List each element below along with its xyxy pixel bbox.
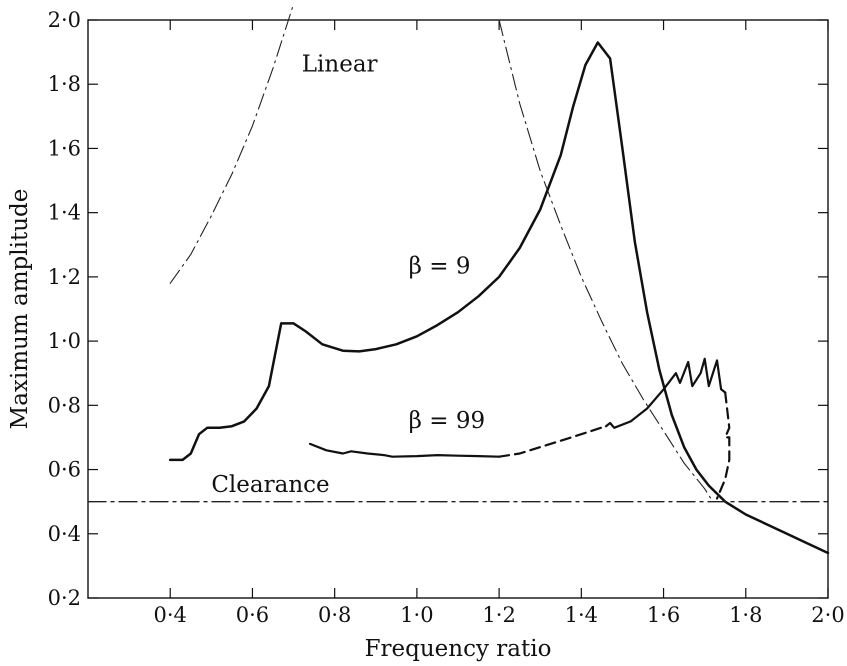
series-2-line-0 — [308, 442, 501, 458]
annotation-3: Clearance — [211, 472, 329, 498]
x-tick-label: 1·0 — [400, 603, 433, 627]
y-tick-label: 2·0 — [48, 8, 81, 32]
y-tick-label: 1·4 — [48, 201, 81, 225]
annotation-0: Linear — [302, 51, 378, 77]
annotation-2: β = 99 — [409, 408, 485, 434]
x-tick-label: 1·6 — [647, 603, 680, 627]
y-axis-label: Maximum amplitude — [7, 189, 33, 430]
y-tick-label: 1·2 — [48, 265, 81, 289]
series-2 — [308, 357, 731, 500]
plot-frame — [87, 19, 829, 599]
y-tick-label: 0·2 — [48, 586, 81, 610]
x-tick-label: 2·0 — [811, 603, 844, 627]
x-axis-ticks: 0·4 0·6 0·8 1·0 1·2 1·4 1·6 1·8 2·0 — [154, 20, 845, 627]
series-1-line-0 — [168, 41, 830, 555]
series-2-line-3 — [715, 391, 731, 500]
series-0-line-0 — [169, 3, 295, 284]
y-tick-label: 0·8 — [48, 393, 81, 417]
x-tick-label: 1·8 — [729, 603, 762, 627]
x-tick-label: 0·8 — [318, 603, 351, 627]
annotations-layer: Linear β = 9 β = 99 Clearance — [211, 51, 485, 498]
annotation-1: β = 9 — [409, 254, 471, 280]
series-0-line-1 — [498, 19, 714, 503]
series-layer — [87, 3, 830, 555]
x-axis-label: Frequency ratio — [365, 636, 552, 662]
y-tick-label: 1·0 — [48, 329, 81, 353]
series-1 — [168, 41, 830, 555]
x-tick-label: 0·4 — [154, 603, 187, 627]
y-tick-label: 0·4 — [48, 522, 81, 546]
series-2-line-2 — [604, 357, 727, 429]
x-tick-label: 0·6 — [236, 603, 269, 627]
y-axis-ticks: 0·2 0·4 0·6 0·8 1·0 1·2 1·4 1·6 1·8 2·0 — [48, 8, 828, 610]
x-tick-label: 1·4 — [565, 603, 598, 627]
series-2-line-1 — [498, 425, 608, 458]
x-tick-label: 1·2 — [482, 603, 515, 627]
y-tick-label: 1·8 — [48, 72, 81, 96]
series-0 — [169, 3, 714, 503]
y-tick-label: 0·6 — [48, 458, 81, 482]
y-tick-label: 1·6 — [48, 136, 81, 160]
